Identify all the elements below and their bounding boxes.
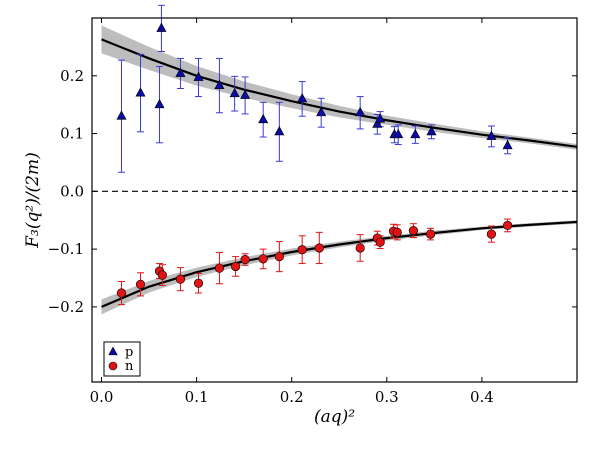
legend: pn (103, 341, 141, 377)
fit-band-0 (101, 25, 578, 150)
fit-line-0 (101, 38, 578, 148)
legend-label-p: p (125, 345, 133, 360)
marker-p-6 (214, 79, 225, 90)
marker-p-8 (240, 89, 251, 99)
marker-p-0 (116, 110, 127, 120)
x-tick-label-3: 0.3 (375, 388, 399, 406)
marker-n-0 (116, 288, 127, 298)
marker-p-18 (410, 128, 421, 139)
marker-n-4 (175, 274, 186, 284)
marker-p-17 (393, 128, 404, 139)
axis-ticks (92, 18, 577, 382)
x-axis-label: (aq)² (314, 407, 355, 427)
marker-n-11 (297, 245, 307, 255)
marker-p-20 (486, 130, 497, 140)
marker-p-5 (193, 71, 204, 81)
marker-n-18 (408, 226, 419, 236)
y-tick-label-0: −0.2 (48, 298, 84, 316)
marker-n-17 (392, 227, 402, 237)
marker-n-19 (425, 229, 436, 239)
fit-bands (101, 25, 578, 315)
legend-box (103, 341, 141, 377)
marker-p-10 (274, 125, 285, 136)
marker-p-21 (502, 139, 513, 150)
y-axis-label: F₃(q²)/(2m) (23, 152, 43, 249)
marker-p-2 (154, 98, 165, 109)
marker-n-6 (214, 263, 225, 273)
marker-n-20 (486, 229, 497, 239)
marker-n-9 (258, 254, 268, 264)
legend-marker-p (108, 346, 118, 356)
marker-p-12 (316, 106, 327, 117)
marker-p-1 (135, 87, 146, 97)
marker-n-8 (240, 254, 250, 265)
marker-n-10 (274, 252, 284, 262)
marker-n-15 (375, 237, 385, 247)
y-tick-label-2: 0.0 (60, 182, 84, 200)
marker-p-4 (175, 67, 186, 77)
plot-frame (91, 17, 578, 383)
marker-p-11 (297, 93, 308, 103)
marker-n-12 (314, 243, 324, 253)
marker-p-13 (355, 106, 366, 117)
marker-n-1 (135, 279, 146, 289)
y-tick-label-3: 0.1 (60, 125, 84, 143)
x-tick-label-2: 0.2 (280, 388, 304, 406)
y-tick-label-1: −0.1 (48, 240, 84, 258)
marker-p-14 (372, 118, 383, 128)
x-tick-label-1: 0.1 (185, 388, 209, 406)
marker-n-21 (502, 220, 513, 231)
fit-lines (101, 38, 578, 308)
y-tick-label-4: 0.2 (60, 67, 84, 85)
marker-n-3 (157, 270, 167, 280)
fit-band-1 (101, 220, 578, 315)
tick-labels: 0.0 0.1 0.2 0.3 0.4 −0.2 −0.1 0.0 0.1 0.2 (48, 67, 494, 406)
fit-line-1 (101, 220, 578, 308)
x-tick-label-0: 0.0 (90, 388, 114, 406)
error-bars (117, 4, 512, 306)
marker-n-7 (230, 261, 241, 272)
x-tick-label-4: 0.4 (470, 388, 494, 406)
marker-p-7 (229, 87, 240, 98)
marker-p-9 (258, 113, 269, 124)
marker-p-15 (375, 113, 386, 123)
marker-n-13 (355, 243, 365, 253)
data-markers (116, 22, 513, 298)
legend-marker-n (108, 361, 118, 371)
marker-p-19 (426, 125, 437, 136)
marker-p-3 (156, 22, 167, 32)
legend-label-n: n (125, 359, 134, 374)
marker-n-5 (193, 278, 204, 288)
